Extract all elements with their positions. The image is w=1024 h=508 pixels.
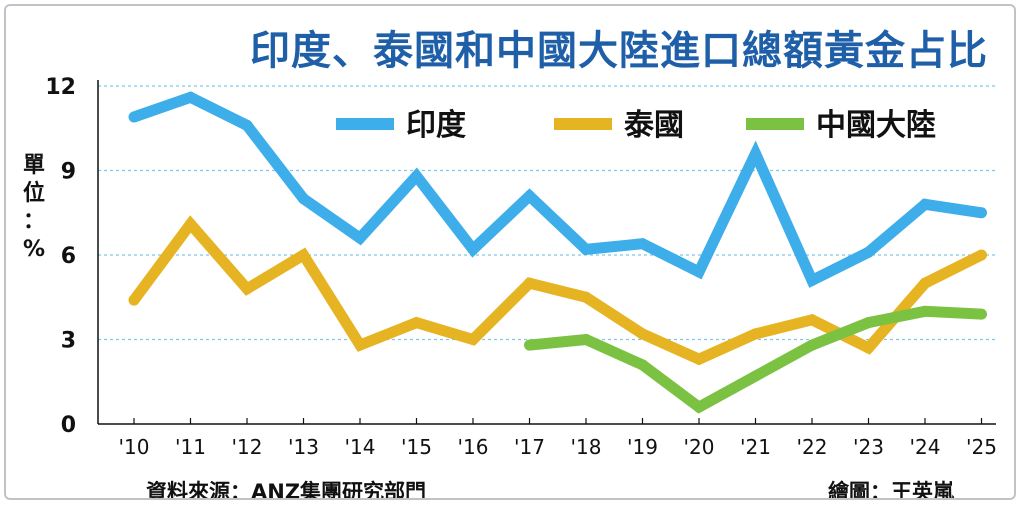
data-point bbox=[976, 207, 987, 219]
data-point bbox=[693, 401, 705, 413]
data-point bbox=[411, 170, 422, 182]
data-point bbox=[467, 243, 479, 255]
x-tick-label: '19 bbox=[627, 435, 658, 459]
data-point bbox=[863, 317, 874, 329]
y-tick-label: 0 bbox=[61, 413, 76, 438]
data-point bbox=[863, 246, 874, 258]
data-point bbox=[185, 218, 196, 230]
data-point bbox=[241, 283, 253, 295]
unit-char-1: 單 bbox=[22, 153, 45, 178]
data-point bbox=[354, 339, 366, 351]
data-point bbox=[919, 305, 931, 317]
data-point bbox=[185, 91, 196, 103]
x-tick-label: '21 bbox=[740, 435, 771, 459]
data-point bbox=[806, 339, 818, 351]
data-point bbox=[693, 353, 705, 365]
x-tick-label: '23 bbox=[853, 435, 884, 459]
x-tick-label: '13 bbox=[288, 435, 319, 459]
data-point bbox=[750, 328, 761, 340]
y-tick-label: 6 bbox=[61, 244, 76, 269]
x-tick-label: '11 bbox=[175, 435, 206, 459]
legend-label: 中國大陸 bbox=[816, 108, 936, 143]
data-point bbox=[580, 291, 592, 303]
data-point bbox=[976, 308, 987, 320]
unit-char-2: 位 bbox=[22, 181, 45, 206]
data-point bbox=[298, 249, 309, 261]
data-point bbox=[411, 317, 422, 329]
x-tick-label: '17 bbox=[514, 435, 545, 459]
unit-char-3: ： bbox=[22, 209, 45, 234]
data-point bbox=[693, 266, 705, 278]
data-point bbox=[128, 294, 140, 306]
legend-label: 印度 bbox=[406, 108, 466, 143]
data-point bbox=[524, 339, 535, 351]
series-line-3 bbox=[528, 305, 982, 414]
illustrator-credit: 繪圖：王英嵐 bbox=[828, 480, 954, 500]
x-tick-label: '25 bbox=[966, 435, 997, 459]
data-point bbox=[806, 314, 818, 326]
x-tick-label: '18 bbox=[571, 435, 602, 459]
data-point bbox=[750, 148, 761, 160]
x-tick-label: '10 bbox=[119, 435, 150, 459]
data-point bbox=[637, 328, 648, 340]
x-tick-label: '22 bbox=[797, 435, 828, 459]
data-point bbox=[241, 119, 253, 131]
y-tick-label: 3 bbox=[61, 329, 76, 354]
x-tick-label: '14 bbox=[345, 435, 376, 459]
x-tick-label: '16 bbox=[458, 435, 489, 459]
data-point bbox=[806, 274, 818, 286]
data-point bbox=[354, 232, 366, 244]
data-point bbox=[637, 359, 648, 371]
data-point bbox=[128, 111, 140, 123]
data-point bbox=[750, 370, 761, 382]
x-tick-label: '12 bbox=[232, 435, 263, 459]
y-tick-label: 12 bbox=[45, 75, 76, 100]
unit-char-4: % bbox=[22, 237, 46, 262]
data-point bbox=[919, 198, 931, 210]
chart-frame: 印度、泰國和中國大陸進口總額黃金占比 單 位 ： % 0 3 6 9 12 '10 '11 '… bbox=[4, 4, 1016, 500]
data-point bbox=[298, 193, 309, 205]
data-point bbox=[524, 190, 535, 202]
data-point bbox=[919, 277, 931, 289]
y-tick-label: 9 bbox=[61, 160, 76, 185]
x-tick-label: '20 bbox=[684, 435, 715, 459]
series-line-1 bbox=[132, 91, 983, 288]
data-point bbox=[637, 238, 648, 250]
data-point bbox=[467, 334, 479, 345]
x-tick-label: '15 bbox=[401, 435, 432, 459]
data-point bbox=[580, 243, 592, 255]
data-point bbox=[524, 277, 535, 289]
legend-label: 泰國 bbox=[624, 108, 684, 143]
data-point bbox=[976, 249, 987, 261]
data-point bbox=[580, 334, 592, 345]
chart-title: 印度、泰國和中國大陸進口總額黃金占比 bbox=[250, 28, 988, 74]
data-point bbox=[863, 342, 874, 354]
line-chart: 0 3 6 9 12 '10 '11 '12 '13 '14 '15 '16 '17 '18 '19 '20 '… bbox=[45, 75, 997, 459]
y-axis-unit-label: 單 位 ： % bbox=[20, 152, 48, 264]
x-tick-label: '24 bbox=[910, 435, 941, 459]
data-source-note: 資料來源：ANZ集團研究部門 bbox=[146, 480, 427, 500]
